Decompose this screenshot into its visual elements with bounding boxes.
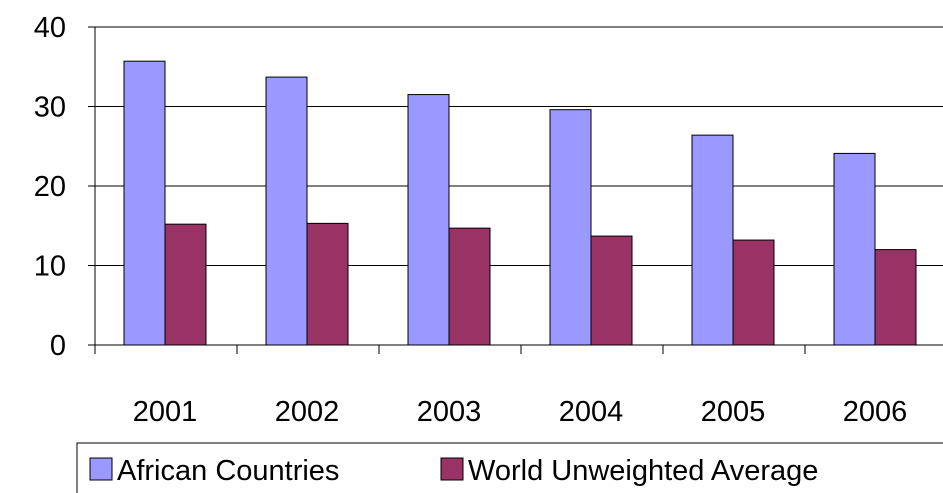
bar-african-countries-2003 [408,95,449,345]
bar-african-countries-2001 [124,61,165,345]
legend: African Countries World Unweighted Avera… [77,443,943,493]
y-tick-label: 30 [34,92,66,124]
x-tick-label: 2005 [701,396,766,428]
gridlines [95,27,943,266]
bar-african-countries-2005 [692,135,733,345]
x-tick-label: 2006 [843,396,908,428]
x-tick-label: 2003 [417,396,482,428]
legend-label-world-unweighted-average: World Unweighted Average [468,455,818,487]
legend-label-african-countries: African Countries [117,455,339,487]
y-tick-label: 40 [34,12,66,44]
legend-swatch-world-unweighted-average [441,458,463,480]
bar-world-average-2006 [875,250,916,345]
legend-swatch-african-countries [90,458,112,480]
bar-world-average-2001 [165,224,206,345]
bar-world-average-2003 [449,228,490,345]
bar-african-countries-2006 [834,153,875,345]
x-tick-label: 2002 [275,396,340,428]
bar-african-countries-2002 [266,77,307,345]
y-tick-label: 10 [34,251,66,283]
bar-african-countries-2004 [550,110,591,345]
bar-world-average-2004 [591,236,632,345]
x-axis-ticks: 2001 2002 2003 2004 2005 2006 [95,345,907,428]
bars [124,61,916,345]
y-tick-label: 20 [34,171,66,203]
bar-world-average-2002 [307,223,348,345]
bar-world-average-2005 [733,240,774,345]
y-axis-ticks: 0 10 20 30 40 [34,12,95,362]
y-tick-label: 0 [50,330,66,362]
x-tick-label: 2004 [559,396,624,428]
x-tick-label: 2001 [133,396,198,428]
